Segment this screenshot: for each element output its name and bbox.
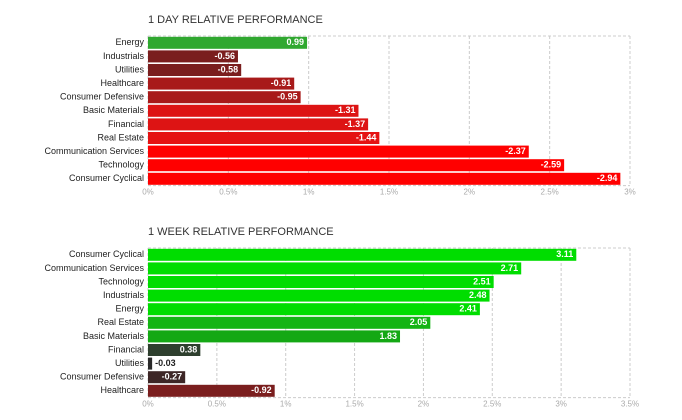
category-label: Financial (108, 344, 144, 354)
x-tick-label: 1% (303, 188, 315, 197)
bar (148, 36, 308, 49)
value-label: 1.83 (379, 331, 397, 341)
value-label: 0.99 (287, 37, 305, 47)
bar (148, 357, 153, 370)
value-label: -0.03 (155, 358, 176, 368)
category-label: Industrials (103, 51, 145, 61)
bar (148, 64, 242, 76)
bar (148, 289, 490, 302)
category-label: Healthcare (100, 78, 144, 88)
x-tick-label: 2% (418, 400, 430, 409)
x-tick-label: 3% (555, 400, 567, 409)
x-tick-label: 0% (142, 188, 154, 197)
value-label: -0.56 (214, 51, 235, 61)
value-label: 2.48 (469, 290, 487, 300)
value-label: -0.91 (271, 78, 292, 88)
bar (148, 77, 295, 90)
chart-title: 1 DAY RELATIVE PERFORMANCE (148, 14, 323, 26)
category-label: Utilities (115, 64, 145, 74)
bar (148, 344, 201, 356)
value-label: 2.71 (501, 263, 519, 273)
x-tick-label: 0% (142, 400, 154, 409)
value-label: -1.37 (345, 119, 366, 129)
x-tick-label: 3.5% (621, 400, 639, 409)
bar (148, 248, 577, 261)
category-label: Consumer Cyclical (69, 173, 144, 183)
x-tick-label: 3% (624, 188, 636, 197)
bar (148, 276, 494, 288)
bar (148, 104, 359, 117)
category-label: Basic Materials (83, 105, 145, 115)
value-label: -1.44 (356, 132, 377, 142)
category-label: Industrials (103, 290, 145, 300)
x-tick-label: 1.5% (345, 400, 363, 409)
bar (148, 330, 401, 343)
bar (148, 132, 380, 144)
category-label: Consumer Defensive (60, 372, 144, 382)
category-label: Healthcare (100, 385, 144, 395)
bar (148, 159, 565, 172)
category-label: Communication Services (44, 146, 144, 156)
value-label: -1.31 (335, 105, 356, 115)
x-tick-label: 1.5% (380, 188, 398, 197)
category-label: Real Estate (97, 317, 144, 327)
value-label: -2.37 (505, 146, 526, 156)
value-label: 2.41 (459, 304, 477, 314)
chart-title: 1 WEEK RELATIVE PERFORMANCE (148, 226, 334, 238)
value-label: -0.58 (218, 64, 239, 74)
x-tick-label: 2% (464, 188, 476, 197)
x-tick-label: 0.5% (208, 400, 226, 409)
bar (148, 316, 431, 329)
bar (148, 371, 186, 384)
x-tick-label: 2.5% (541, 188, 559, 197)
category-label: Consumer Cyclical (69, 249, 144, 259)
bar (148, 118, 369, 131)
category-label: Utilities (115, 358, 145, 368)
x-tick-label: 0.5% (219, 188, 237, 197)
category-label: Consumer Defensive (60, 92, 144, 102)
category-label: Communication Services (44, 263, 144, 273)
value-label: -2.59 (541, 160, 562, 170)
bar (148, 91, 301, 104)
category-label: Financial (108, 119, 144, 129)
value-label: 0.38 (180, 344, 198, 354)
value-label: -0.92 (251, 385, 272, 395)
category-label: Energy (115, 37, 144, 47)
category-label: Technology (98, 160, 144, 170)
bar (148, 384, 275, 397)
bar (148, 145, 529, 158)
category-label: Basic Materials (83, 331, 145, 341)
value-label: -2.94 (597, 173, 618, 183)
x-tick-label: 2.5% (483, 400, 501, 409)
x-tick-label: 1% (280, 400, 292, 409)
value-label: 2.05 (410, 317, 428, 327)
category-label: Real Estate (97, 132, 144, 142)
bar (148, 172, 621, 185)
bar (148, 50, 238, 63)
value-label: -0.27 (162, 372, 183, 382)
bar (148, 303, 480, 316)
bar (148, 262, 522, 275)
category-label: Technology (98, 276, 144, 286)
value-label: 2.51 (473, 276, 491, 286)
category-label: Energy (115, 304, 144, 314)
value-label: 3.11 (556, 249, 573, 259)
value-label: -0.95 (277, 92, 298, 102)
